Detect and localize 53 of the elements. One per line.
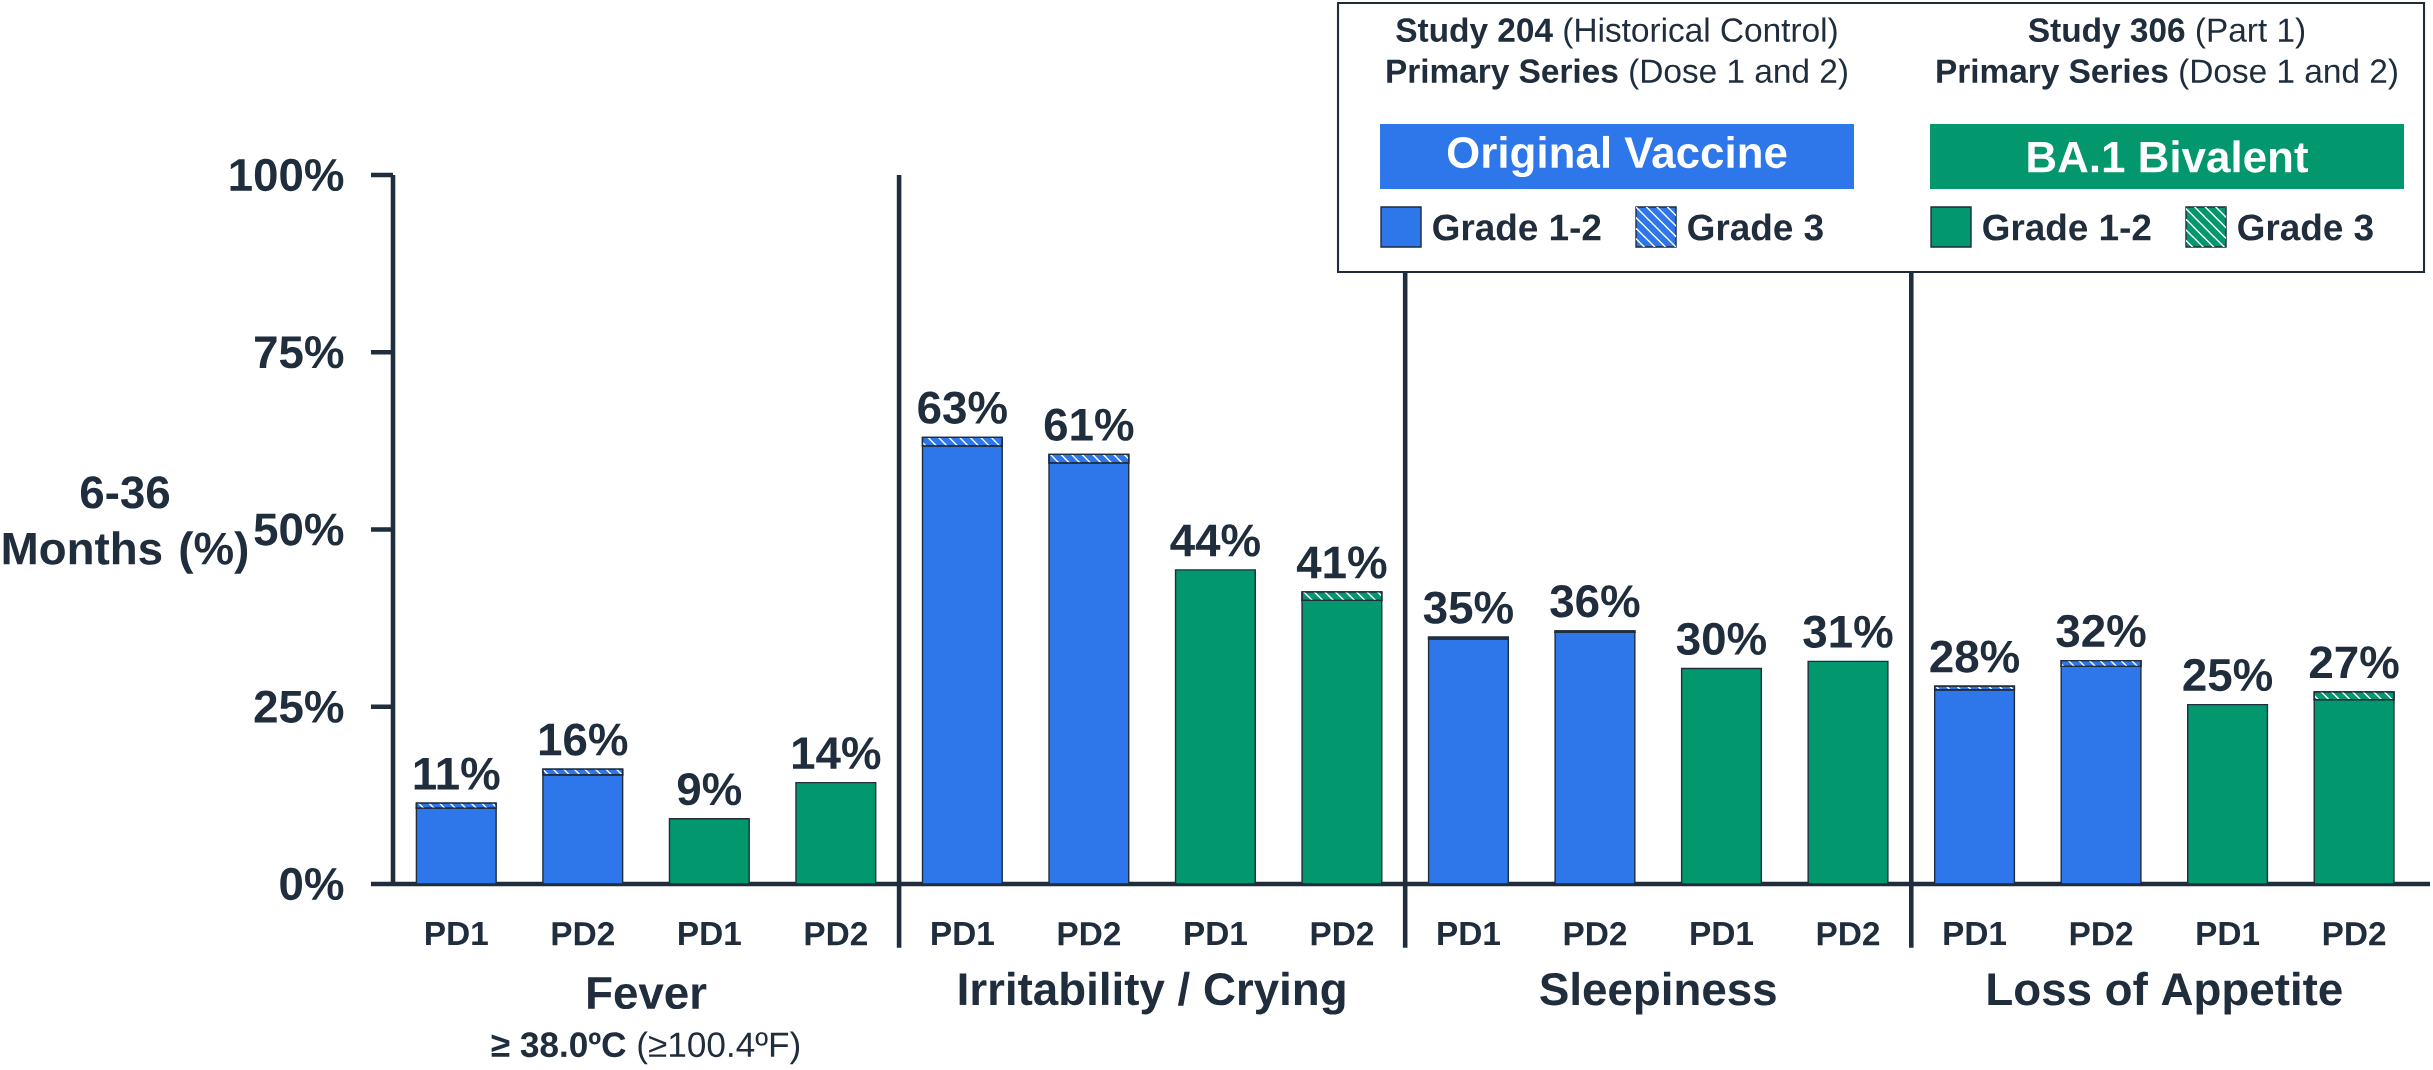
x-tick-label: PD2: [1564, 921, 1627, 946]
x-tick-label: PD1: [2197, 921, 2260, 945]
x-tick-label: PD1: [1185, 921, 1247, 945]
total-label: 44%: [1170, 524, 1260, 557]
total-label: 28%: [1930, 640, 2020, 673]
x-tick-label: PD1: [1438, 921, 1500, 945]
legend-label: Grade 3: [1688, 213, 1823, 241]
total-label: 14%: [792, 737, 881, 770]
annotation: Original Vaccine: [1447, 135, 1787, 178]
x-tick-label: PD2: [552, 921, 614, 946]
total-label: 63%: [918, 391, 1007, 424]
text: Fever: [588, 977, 707, 1010]
x-tick-label: PD2: [2323, 921, 2386, 946]
y-tick-label: 50%: [254, 513, 344, 546]
total-label: 27%: [2309, 646, 2399, 679]
y-tick-label: 100%: [230, 158, 344, 192]
x-tick-label: PD1: [426, 921, 488, 945]
x-tick-label: PD1: [1691, 921, 1754, 945]
total-label: 31%: [1803, 615, 1893, 648]
text: Sleepiness: [1540, 971, 1776, 1015]
x-tick-label: PD2: [805, 921, 867, 946]
text: Loss of Appetite: [1988, 971, 2342, 1015]
total-label: 36%: [1550, 585, 1640, 618]
total-label: 25%: [2183, 658, 2273, 692]
y-tick-label: 75%: [255, 336, 344, 369]
x-tick-label: PD1: [679, 921, 741, 945]
x-tick-label: PD2: [1817, 921, 1880, 946]
total-label: 61%: [1044, 408, 1134, 441]
text: Primary Series (Dose 1 and 2): [1937, 58, 2397, 90]
total-label: 41%: [1296, 546, 1387, 579]
y-tick-label: 0%: [280, 867, 344, 901]
text: Primary Series (Dose 1 and 2): [1387, 58, 1847, 90]
legend-label: Grade 3: [2238, 213, 2373, 241]
text: Irritability / Crying: [959, 971, 1345, 1015]
x-tick-label: PD2: [2070, 921, 2133, 946]
total-label: 32%: [2056, 614, 2146, 648]
total-label: 35%: [1423, 591, 1513, 624]
x-tick-label: PD2: [1311, 921, 1374, 946]
text: ≥ 38.0ºC (≥100.4ºF): [491, 1031, 800, 1065]
text: BA.1 Bivalent: [2028, 140, 2309, 173]
y-axis-title: 6-36 Months (%): [3, 476, 248, 574]
y-tick-label: 25%: [254, 690, 344, 723]
total-label: 11%: [414, 757, 500, 790]
text: Study 204 (Historical Control): [1396, 17, 1837, 49]
x-tick-label: PD2: [1058, 921, 1121, 946]
total-label: 9%: [677, 773, 742, 806]
x-tick-label: PD1: [932, 921, 994, 945]
total-label: 30%: [1676, 622, 1766, 656]
legend-label: Grade 1-2: [1433, 213, 1601, 241]
text: Study 306 (Part 1): [2028, 17, 2305, 49]
legend-label: Grade 1-2: [1983, 213, 2151, 241]
total-label: 16%: [539, 723, 628, 756]
x-tick-label: PD1: [1944, 921, 2007, 945]
